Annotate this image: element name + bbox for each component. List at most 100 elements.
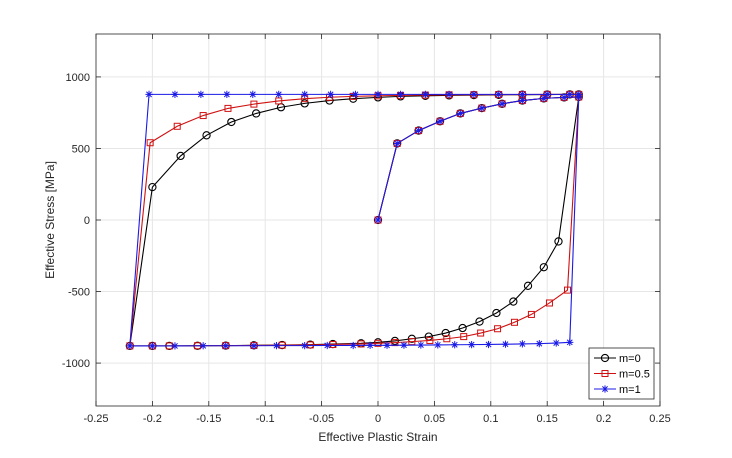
data-point-m-1: [518, 96, 526, 105]
data-point-m-0-5: [357, 340, 365, 348]
data-point-m-0-5: [349, 92, 357, 100]
legend-marker: [601, 385, 609, 393]
data-point-m-0: [176, 151, 185, 161]
data-point-m-1: [445, 90, 453, 98]
data-point-m-1: [560, 93, 568, 101]
data-point-m-1: [456, 109, 464, 118]
data-point-m-1: [351, 90, 360, 98]
legend-label: m=0.5: [619, 369, 650, 381]
data-point-m-0-5: [173, 122, 181, 130]
data-point-m-1: [535, 340, 543, 348]
data-point-m-0: [202, 131, 211, 140]
legend-item-m-1: m=1: [594, 384, 641, 396]
x-tick-labels: -0.25 -0.2 -0.15 -0.1 -0.05 0 0.05 0.1 0.15 0.2 0.…: [83, 34, 671, 425]
x-tick-label: 0.25: [649, 413, 670, 425]
data-point-m-0: [407, 334, 416, 343]
y-tick-label: -1000: [62, 358, 90, 370]
data-point-m-1: [223, 90, 231, 98]
data-point-m-1: [126, 342, 134, 350]
data-point-m-1: [249, 90, 257, 98]
data-point-m-1: [566, 90, 574, 98]
data-point-m-0-5: [306, 341, 314, 349]
legend-label: m=0: [619, 353, 641, 365]
series-m-1: [126, 90, 583, 350]
data-point-m-0-5: [564, 286, 572, 294]
data-point-m-1: [250, 342, 258, 350]
series-layer: [125, 90, 583, 351]
data-point-m-0-5: [374, 339, 382, 347]
data-point-m-0-5: [527, 310, 535, 318]
x-tick-label: 0: [375, 413, 381, 425]
data-point-m-0: [458, 323, 467, 333]
data-point-m-0-5: [329, 340, 337, 348]
data-point-m-1: [552, 339, 560, 347]
data-point-m-1: [275, 90, 283, 98]
data-point-m-0-5: [510, 318, 518, 326]
x-tick-label: 0.05: [424, 413, 445, 425]
data-point-m-0: [441, 328, 450, 338]
data-point-m-1: [171, 90, 179, 98]
x-tick-label: -0.2: [143, 413, 162, 425]
data-point-m-1: [498, 100, 506, 108]
y-tick-label: -500: [68, 287, 90, 299]
data-point-m-1: [451, 341, 459, 349]
data-point-m-1: [171, 342, 179, 350]
x-tick-label: -0.15: [196, 413, 221, 425]
x-tick-label: 0.2: [596, 413, 611, 425]
data-point-m-0-5: [494, 325, 502, 333]
data-point-m-1: [145, 90, 153, 98]
data-point-m-1: [323, 341, 331, 350]
data-point-m-0-5: [460, 333, 468, 341]
data-point-m-0-5: [443, 335, 451, 343]
data-point-m-1: [199, 342, 207, 350]
data-point-m-0-5: [545, 299, 553, 307]
data-point-m-1: [575, 90, 583, 98]
data-point-m-1: [148, 342, 156, 350]
data-point-m-0: [492, 308, 501, 318]
data-point-m-0: [148, 182, 157, 192]
data-point-m-0: [554, 237, 563, 246]
data-point-m-0: [475, 317, 484, 326]
data-point-m-0-5: [146, 139, 154, 147]
x-tick-label: 0.1: [483, 413, 498, 425]
data-point-m-1: [540, 94, 548, 102]
data-point-m-1: [518, 90, 526, 98]
data-point-m-0: [523, 281, 533, 290]
data-point-m-0: [227, 117, 236, 127]
data-point-m-1: [366, 341, 374, 349]
legend-item-m-0: m=0: [594, 353, 641, 365]
data-point-m-1: [222, 342, 230, 350]
data-point-m-1: [396, 90, 405, 98]
data-point-m-0: [349, 94, 358, 103]
data-point-m-0-5: [224, 104, 232, 112]
data-point-m-1: [415, 126, 423, 135]
legend-label: m=1: [619, 384, 641, 396]
data-point-m-1: [434, 341, 442, 349]
data-point-m-1: [566, 338, 574, 346]
data-point-m-1: [543, 90, 551, 98]
legend-item-m-0-5: m=0.5: [594, 369, 650, 381]
x-tick-label: -0.25: [83, 413, 108, 425]
data-point-m-1: [518, 340, 526, 348]
x-axis-label: Effective Plastic Strain: [318, 430, 437, 444]
data-point-m-1: [501, 340, 510, 348]
y-tick-label: 1000: [66, 72, 90, 84]
data-point-m-1: [421, 90, 429, 98]
data-point-m-1: [436, 117, 444, 125]
legend-marker: [601, 370, 609, 377]
data-point-m-0: [390, 336, 400, 346]
data-point-m-1: [327, 90, 335, 98]
data-point-m-0: [300, 99, 309, 108]
data-point-m-0-5: [426, 336, 434, 344]
data-point-m-1: [374, 90, 382, 98]
data-point-m-1: [374, 216, 382, 224]
data-point-m-1: [470, 90, 478, 98]
data-point-m-0: [252, 109, 261, 118]
y-tick-label: 500: [72, 143, 90, 155]
legend-marker: [600, 353, 610, 363]
data-point-m-1: [468, 341, 476, 349]
data-point-m-1: [393, 139, 401, 148]
data-point-m-0: [539, 263, 548, 272]
data-point-m-1: [301, 342, 309, 350]
